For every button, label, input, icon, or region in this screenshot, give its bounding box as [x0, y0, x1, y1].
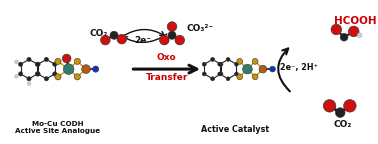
Circle shape	[219, 62, 223, 66]
Circle shape	[19, 72, 23, 76]
Circle shape	[202, 62, 206, 66]
Circle shape	[219, 72, 223, 76]
Circle shape	[219, 62, 223, 66]
Circle shape	[27, 57, 31, 62]
Circle shape	[36, 72, 40, 76]
Circle shape	[218, 62, 222, 66]
Circle shape	[331, 24, 342, 35]
Circle shape	[167, 22, 177, 31]
Circle shape	[202, 62, 206, 66]
Circle shape	[36, 62, 40, 66]
Circle shape	[63, 64, 74, 74]
Circle shape	[168, 31, 176, 39]
Circle shape	[93, 66, 99, 72]
Text: Transfer: Transfer	[146, 73, 188, 82]
Circle shape	[237, 58, 243, 64]
Circle shape	[270, 66, 276, 72]
Text: 2e⁻: 2e⁻	[135, 36, 152, 45]
Circle shape	[226, 77, 230, 81]
Circle shape	[15, 75, 18, 78]
Text: Mo-Cu CODH
Active Site Analogue: Mo-Cu CODH Active Site Analogue	[15, 121, 101, 134]
Circle shape	[27, 82, 31, 85]
Circle shape	[226, 57, 230, 61]
Circle shape	[234, 62, 239, 66]
Circle shape	[211, 77, 215, 81]
Circle shape	[211, 77, 215, 81]
Circle shape	[357, 33, 362, 38]
Text: HCOOH: HCOOH	[335, 16, 377, 26]
Circle shape	[35, 72, 39, 76]
Circle shape	[349, 26, 359, 37]
Circle shape	[62, 54, 71, 63]
Circle shape	[211, 57, 215, 61]
Circle shape	[19, 62, 23, 66]
Circle shape	[53, 72, 57, 76]
Circle shape	[175, 35, 184, 45]
Circle shape	[344, 100, 356, 112]
Circle shape	[55, 58, 61, 65]
Circle shape	[252, 74, 258, 80]
Circle shape	[44, 77, 48, 81]
Circle shape	[243, 64, 252, 74]
Circle shape	[117, 34, 127, 44]
Circle shape	[202, 72, 206, 76]
Circle shape	[82, 65, 90, 73]
Circle shape	[27, 77, 31, 81]
Circle shape	[74, 58, 81, 65]
Circle shape	[259, 65, 267, 73]
Circle shape	[211, 57, 215, 61]
Circle shape	[335, 108, 345, 117]
Circle shape	[44, 57, 48, 62]
Text: Oxo: Oxo	[157, 53, 177, 62]
Circle shape	[74, 74, 81, 80]
Text: CO₂: CO₂	[334, 120, 352, 129]
Circle shape	[35, 62, 39, 66]
Circle shape	[101, 35, 110, 45]
Text: CO₃²⁻: CO₃²⁻	[186, 24, 214, 33]
Text: Active Catalyst: Active Catalyst	[201, 125, 269, 134]
Circle shape	[53, 62, 57, 66]
Circle shape	[218, 72, 222, 76]
Circle shape	[323, 100, 336, 112]
Circle shape	[15, 60, 18, 64]
Circle shape	[340, 33, 348, 41]
Text: CO₂: CO₂	[89, 29, 108, 38]
Circle shape	[237, 74, 243, 80]
Circle shape	[202, 72, 206, 76]
Circle shape	[55, 74, 61, 80]
Circle shape	[219, 72, 223, 76]
Circle shape	[252, 58, 258, 64]
Circle shape	[160, 35, 169, 45]
Circle shape	[110, 31, 118, 39]
Circle shape	[234, 72, 239, 76]
Text: 2e⁻, 2H⁺: 2e⁻, 2H⁺	[280, 63, 318, 72]
